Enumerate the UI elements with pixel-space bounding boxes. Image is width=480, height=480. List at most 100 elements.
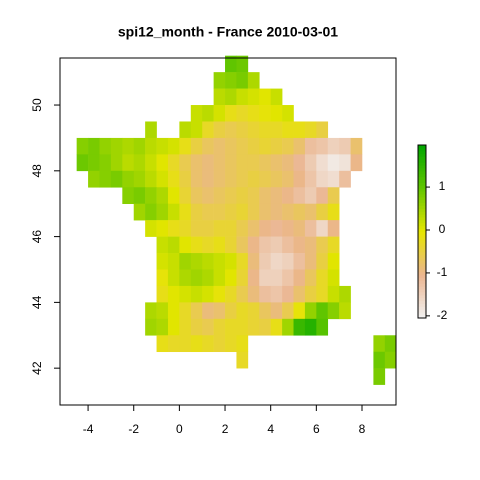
raster-cell [282,285,294,303]
colorbar-tick-label: 1 [439,179,446,193]
chart-title: spi12_month - France 2010-03-01 [118,24,338,40]
raster-cell [259,187,271,205]
raster-cell [373,368,386,385]
raster-cell [179,253,192,270]
raster-cell [225,105,237,122]
raster-cell [213,318,226,336]
colorbar-slice [418,205,426,209]
raster-cell [282,154,294,172]
colorbar-slice [418,303,426,307]
colorbar-slice [418,309,426,313]
raster-cell [236,121,249,139]
raster-cell [202,105,214,122]
raster-cell [202,285,214,303]
raster-cell [202,253,214,270]
raster-cell [247,220,260,237]
raster-cell [316,220,329,237]
colorbar-slice [418,266,426,270]
raster-cell [316,285,329,303]
raster-cell [145,121,157,139]
raster-cell [213,121,226,139]
colorbar-slice [418,312,426,316]
raster-cell [327,203,340,221]
raster-cell [225,154,237,172]
raster-cell [145,302,157,320]
raster-cell [167,154,180,172]
raster-cell [190,105,203,122]
raster-cell [236,351,249,369]
raster-cell [145,203,157,221]
x-tick-label: 4 [267,422,274,436]
raster-cell [213,236,226,254]
colorbar-tick-label: -1 [437,265,448,279]
raster-cell [179,187,192,205]
y-tick-label: 46 [30,230,44,244]
raster-cell [213,154,226,172]
raster-cell [339,137,351,155]
raster-cell [384,335,397,353]
raster-cell [156,285,169,303]
raster-cell [327,154,340,172]
raster-cell [270,269,283,287]
raster-cell [145,154,157,172]
raster-cell [270,302,283,320]
colorbar-slice [418,208,426,212]
colorbar-slice [418,283,426,287]
plot-frame [59,57,397,406]
raster-cell [225,269,237,287]
raster-cell [225,253,237,270]
colorbar-slice [418,179,426,183]
raster-cell [247,170,260,188]
colorbar-slice [418,156,426,160]
raster-cell [259,269,271,287]
raster-cell [190,203,203,221]
colorbar-slice [418,219,426,224]
raster-cell [179,154,192,172]
raster-cell [304,285,317,303]
raster-cell [293,203,306,221]
colorbar-slice [418,173,426,178]
raster-cell [213,269,226,287]
raster-cell [179,236,192,254]
raster-cell [316,187,329,205]
raster-cell [247,203,260,221]
raster-cell [373,335,386,353]
raster-cell [122,154,135,172]
raster-cell [213,137,226,155]
raster-cell [384,351,397,369]
raster-cell [190,170,203,188]
raster-cell [156,253,169,270]
raster-cell [236,72,249,89]
raster-cell [282,318,294,336]
raster-cell [247,302,260,320]
colorbar-slice [418,254,426,258]
colorbar-slice [418,234,426,238]
raster-cell [179,285,192,303]
colorbar-slice [418,176,426,180]
raster-cell [259,318,271,336]
raster-cell [99,154,112,172]
raster-cell [327,137,340,155]
raster-cell [339,285,351,303]
raster-cell [236,203,249,221]
raster-cell [133,137,146,155]
raster-cell [259,88,271,106]
colorbar-slice [418,185,426,189]
colorbar-slice [418,217,426,221]
raster-cell [236,302,249,320]
raster-cell [213,220,226,237]
raster-cell [110,154,123,172]
raster-cell [236,269,249,287]
raster-cell [167,236,180,254]
colorbar-slice [418,199,426,204]
raster-cell [190,236,203,254]
colorbar-slice [418,188,426,192]
raster-cell [282,269,294,287]
raster-cell [373,351,386,369]
colorbar-slice [418,248,426,253]
raster-cell [213,285,226,303]
raster-cell [259,105,271,122]
raster-cell [270,105,283,122]
raster-cell [247,121,260,139]
raster-cell [202,121,214,139]
